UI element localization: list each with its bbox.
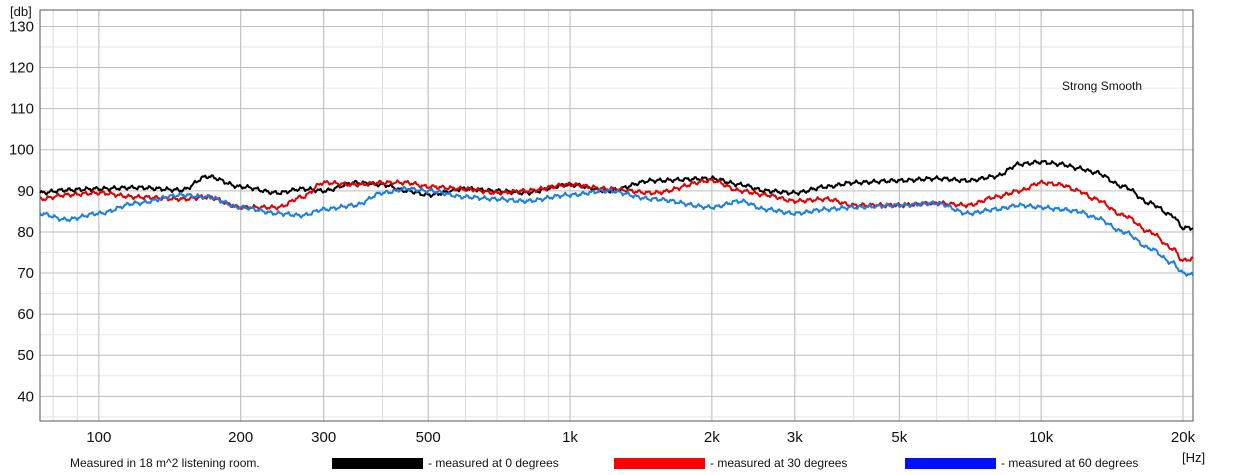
plot-frame (39, 9, 1194, 422)
minor-gridlines (40, 10, 1193, 421)
y-axis-unit: [db] (10, 4, 32, 19)
x-tick-label: 500 (416, 429, 441, 446)
y-tick-label: 110 (10, 101, 34, 118)
x-tick-label: 10k (1029, 429, 1054, 446)
room-note: Measured in 18 m^2 listening room. (70, 456, 260, 470)
y-tick-label: 80 (17, 224, 34, 241)
x-tick-label: 1k (562, 429, 578, 446)
x-tick-label: 5k (891, 429, 907, 446)
major-gridlines (40, 10, 1193, 421)
legend: - measured at 0 degrees - measured at 30 … (332, 456, 1138, 470)
smoothing-note: Strong Smooth (1062, 79, 1142, 93)
x-tick-labels: 100 200 300 500 1k 2k 3k 5k 10k 20k (86, 429, 1195, 446)
y-tick-label: 70 (17, 265, 34, 282)
series-lines (39, 159, 1194, 277)
y-tick-label: 50 (17, 347, 34, 364)
y-tick-labels: 40 50 60 70 80 90 100 110 120 130 (9, 18, 34, 405)
x-tick-label: 100 (86, 429, 111, 446)
y-tick-label: 100 (9, 142, 34, 159)
legend-label-1: - measured at 30 degrees (710, 456, 847, 470)
legend-swatch-2 (905, 458, 996, 469)
y-tick-label: 40 (17, 388, 34, 405)
x-tick-label: 3k (787, 429, 803, 446)
x-tick-label: 20k (1171, 429, 1196, 446)
y-tick-label: 130 (9, 18, 34, 35)
y-tick-label: 60 (17, 306, 34, 323)
x-tick-label: 300 (311, 429, 336, 446)
legend-swatch-0 (332, 458, 423, 469)
legend-label-0: - measured at 0 degrees (428, 456, 559, 470)
legend-swatch-1 (614, 458, 705, 469)
y-tick-label: 90 (17, 183, 34, 200)
x-axis-unit: [Hz] (1182, 450, 1205, 465)
x-tick-label: 2k (704, 429, 720, 446)
y-tick-label: 120 (9, 60, 34, 77)
x-tick-label: 200 (228, 429, 253, 446)
legend-label-2: - measured at 60 degrees (1001, 456, 1138, 470)
series-line-2 (39, 185, 1194, 277)
